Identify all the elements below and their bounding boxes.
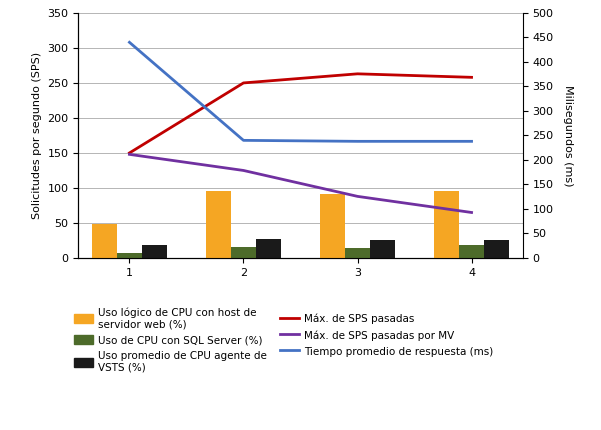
Bar [92,224,117,258]
Bar [459,245,484,258]
Bar [484,240,509,258]
Bar [231,248,256,258]
Bar [256,239,281,258]
Bar [370,240,395,258]
Bar [142,246,167,258]
Y-axis label: Milisegundos (ms): Milisegundos (ms) [563,85,573,186]
Bar [206,191,231,258]
Y-axis label: Solicitudes por segundo (SPS): Solicitudes por segundo (SPS) [32,52,41,219]
Bar [320,194,345,258]
Bar [117,253,142,258]
Bar [345,248,370,258]
Bar [434,191,459,258]
Legend: Uso lógico de CPU con host de
servidor web (%), Uso de CPU con SQL Server (%), U: Uso lógico de CPU con host de servidor w… [75,307,493,373]
